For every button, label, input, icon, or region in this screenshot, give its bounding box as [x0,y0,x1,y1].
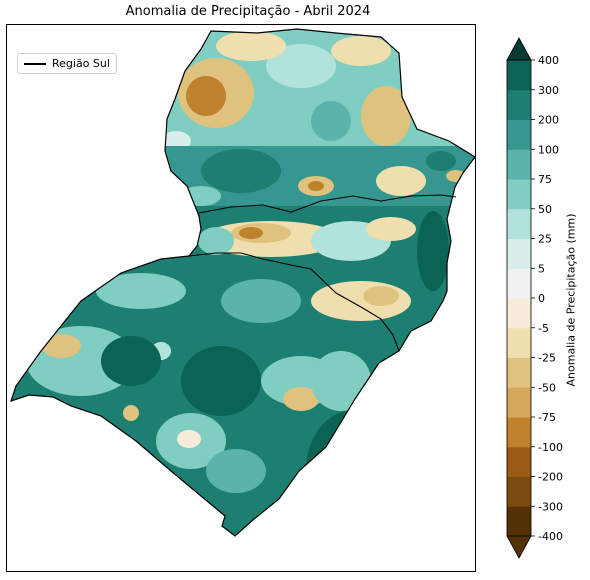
colorbar-tick-label: -100 [538,441,563,454]
field-blob [221,279,301,323]
colorbar-extend-top [506,37,532,61]
colorbar-tick-label: -300 [538,500,563,513]
field-blob [181,346,261,416]
field-blob [376,166,426,196]
sc-rs-border [188,252,400,352]
map-panel: Região Sul [6,24,476,572]
colorbar-tick-label: -75 [538,411,556,424]
field-blob [331,36,391,66]
colorbar-segment [507,268,531,299]
field-blob [206,449,266,493]
legend-line-swatch [24,62,46,65]
anomaly-field [11,29,475,536]
field-blob [417,211,449,291]
field-blob [311,101,351,141]
colorbar-tick-label: 0 [538,292,545,305]
colorbar-tick-label: 75 [538,173,552,186]
field-blob [366,217,416,241]
field-blob [363,286,399,306]
map-legend: Região Sul [17,53,117,74]
colorbar-tick-label: -50 [538,381,556,394]
colorbar-segment [507,208,531,239]
field-blob [266,44,336,88]
colorbar-tick-label: -25 [538,352,556,365]
colorbar-segment [507,60,531,91]
colorbar-segment [507,417,531,448]
field-blob [186,76,226,116]
field-blob [283,387,319,411]
colorbar-tick-label: -5 [538,322,549,335]
figure-title: Anomalia de Precipitação - Abril 2024 [125,4,371,19]
colorbar-label: Anomalia de Precipitação (mm) [564,213,578,387]
colorbar-tick-label: -200 [538,471,563,484]
colorbar-segment [507,476,531,507]
field-blob [101,336,161,386]
field-blob [361,86,411,146]
field-blob [177,430,201,448]
colorbar-segment [507,119,531,150]
field-blob [96,273,186,309]
field-blob [306,411,396,531]
field-blob [201,149,281,193]
colorbar-segment [507,506,531,537]
field-blob [216,31,286,61]
colorbar-segment [507,179,531,210]
colorbar-tick-label: 400 [538,54,559,67]
field-blob [123,405,139,421]
colorbar-segment [507,149,531,180]
colorbar-segment [507,387,531,418]
field-blob [239,227,263,239]
field-blob [311,351,371,411]
precipitation-anomaly-map [10,28,475,537]
parana-sc-border [198,194,457,214]
colorbar-segment [507,327,531,358]
colorbar-extend-bottom [506,535,532,559]
colorbar-tick-label: 300 [538,84,559,97]
colorbar-segment [507,357,531,388]
colorbar-tick-label: 50 [538,203,552,216]
colorbar-segment [507,298,531,329]
field-blob [41,334,81,358]
colorbar-tick-label: 25 [538,233,552,246]
region-outline [10,28,475,537]
field-blob [426,151,456,171]
legend-label: Região Sul [52,57,110,70]
field-blob [181,186,221,206]
colorbar: -400-300-200-100-75-50-25-50525507510020… [506,37,563,559]
field-blob [198,227,234,255]
colorbar-segment [507,89,531,120]
colorbar-tick-label: -400 [538,530,563,543]
colorbar-segment [507,238,531,269]
colorbar-tick-label: 200 [538,114,559,127]
colorbar-tick-label: 100 [538,143,559,156]
field-blob [446,170,466,182]
field-blob [211,535,261,536]
field-blob [308,181,324,191]
colorbar-tick-label: 5 [538,262,545,275]
colorbar-segment [507,446,531,477]
